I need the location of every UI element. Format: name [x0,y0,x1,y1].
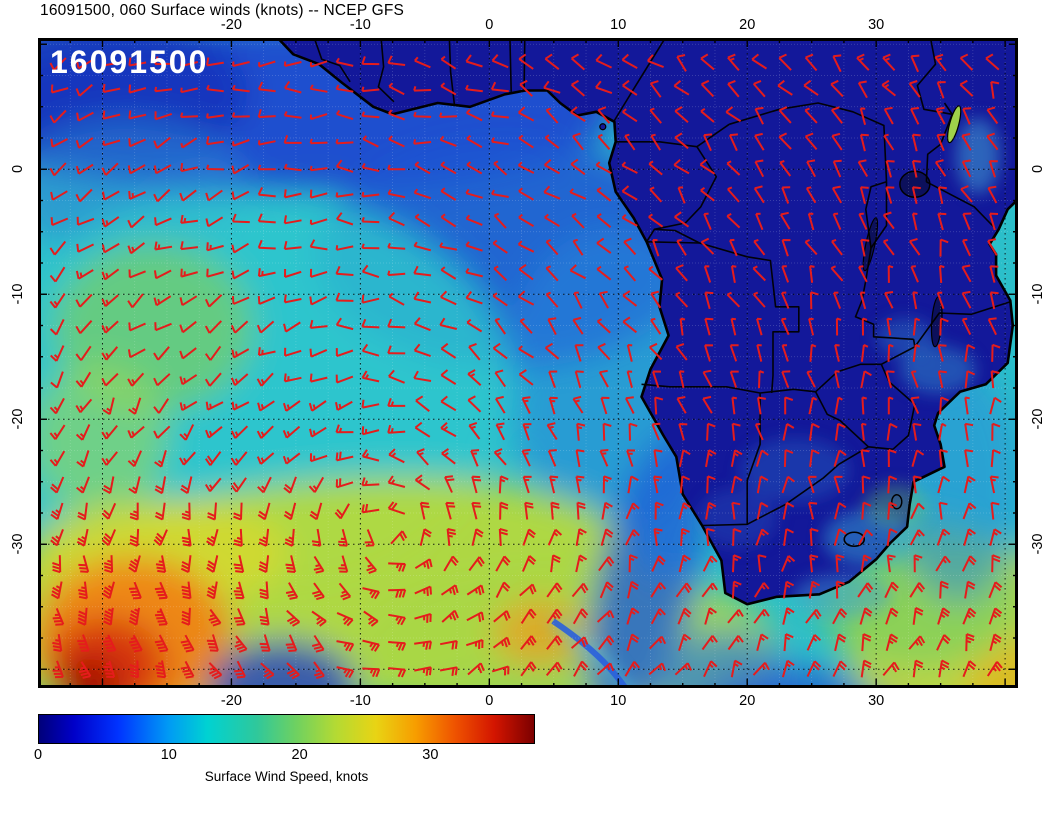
colorbar-tick-label: 30 [422,747,439,763]
x-axis-tick-top: 10 [610,17,627,33]
y-axis-tick-right: 0 [1030,165,1046,174]
x-axis-tick-bottom: -20 [220,693,242,709]
y-axis-tick-right: -30 [1030,533,1046,555]
y-axis-tick-right: -20 [1030,408,1046,430]
x-axis-tick-top: 20 [739,17,756,33]
x-axis-tick-top: 0 [485,17,494,33]
x-axis-tick-top: -20 [220,17,242,33]
colorbar-axis-label: Surface Wind Speed, knots [204,769,369,784]
x-axis-tick-top: -10 [349,17,371,33]
x-axis-tick-bottom: -10 [349,693,371,709]
y-axis-tick-left: -30 [10,533,26,555]
y-axis-tick-left: 0 [10,165,26,174]
colorbar-tick-label: 0 [33,747,43,763]
run-timestamp-label: 16091500 [50,44,209,80]
colorbar-tick-label: 20 [291,747,308,763]
colorbar-tick-label: 10 [160,747,177,763]
y-axis-tick-left: -10 [10,283,26,305]
x-axis-tick-bottom: 20 [739,693,756,709]
x-axis-tick-bottom: 10 [610,693,627,709]
x-axis-tick-top: 30 [868,17,885,33]
x-axis-tick-bottom: 30 [868,693,885,709]
map-canvas [38,38,1018,688]
x-axis-tick-bottom: 0 [485,693,494,709]
colorbar-gradient [38,714,535,744]
y-axis-tick-right: -10 [1030,283,1046,305]
figure-title: 16091500, 060 Surface winds (knots) -- N… [40,2,405,19]
map-plot-area: 16091500 [38,38,1018,688]
y-axis-tick-left: -20 [10,408,26,430]
